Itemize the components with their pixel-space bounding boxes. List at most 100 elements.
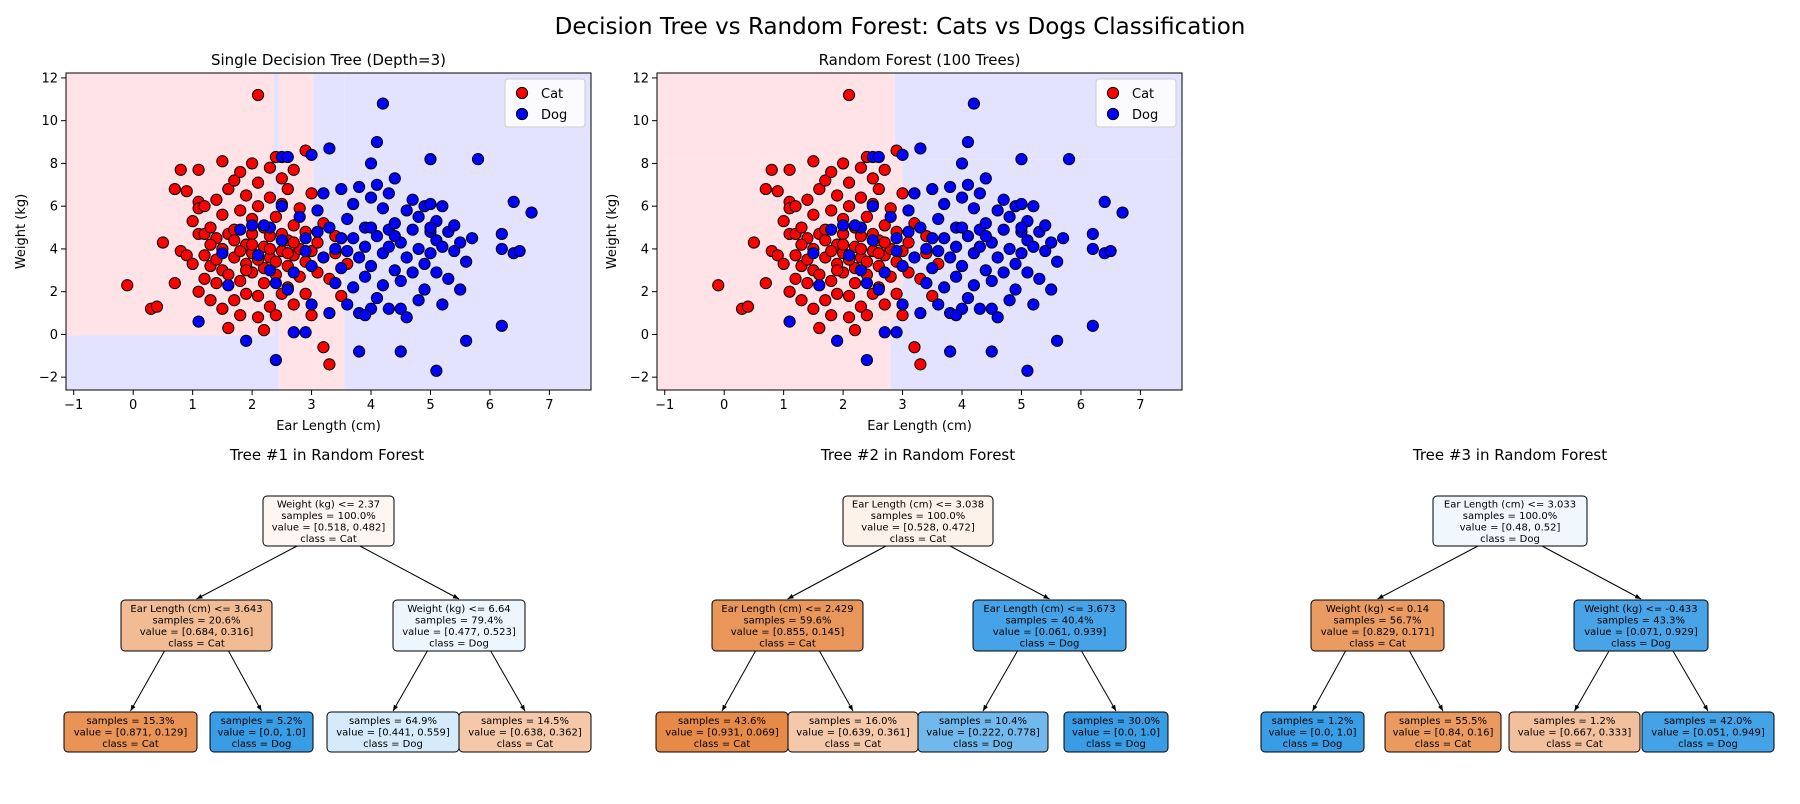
data-point-cat (872, 182, 885, 196)
data-point-dog (382, 240, 395, 253)
x-axis-label: Ear Length (cm) (867, 419, 972, 434)
tree-1: Tree #1 in Random Forest Weight (kg) <= 2… (63, 446, 592, 753)
data-point-dog (347, 197, 360, 211)
data-point-dog (783, 315, 796, 328)
tree-edge (1541, 545, 1642, 600)
data-point-cat (234, 165, 247, 179)
data-point-dog (872, 283, 885, 296)
legend-marker-dog (515, 107, 529, 121)
data-point-dog (376, 97, 390, 110)
data-point-cat (819, 294, 832, 307)
data-point-dog (860, 277, 873, 290)
data-point-dog (376, 279, 390, 292)
data-point-cat (765, 163, 778, 176)
axes-frame (656, 72, 1183, 391)
data-point-dog (287, 326, 300, 339)
data-point-dog (884, 210, 897, 223)
data-point-dog (341, 212, 354, 226)
node-box (1432, 495, 1588, 547)
tree-title: Tree #2 in Random Forest (820, 446, 1015, 464)
data-point-dog (406, 193, 419, 206)
data-point-cat (222, 268, 235, 281)
data-point-cat (789, 272, 802, 285)
data-point-dog (890, 232, 903, 245)
data-point-dog (442, 272, 455, 285)
data-point-dog (216, 247, 229, 260)
data-point-dog (932, 212, 945, 226)
data-point-dog (234, 223, 247, 236)
data-point-cat (216, 302, 229, 315)
data-point-cat (192, 163, 205, 176)
data-point-dog (1039, 219, 1052, 232)
data-point-dog (831, 334, 844, 347)
tree-leaf-node: samples = 14.5%value = [0.638, 0.362]cla… (458, 711, 592, 753)
data-point-dog (412, 210, 425, 223)
data-point-cat (204, 221, 217, 234)
data-point-dog (353, 180, 366, 194)
data-point-dog (347, 232, 360, 245)
node-text: value = [0.0, 1.0] (1072, 728, 1160, 739)
data-point-dog (305, 148, 318, 161)
data-point-cat (281, 247, 294, 260)
data-point-dog (341, 298, 354, 311)
data-point-cat (251, 88, 265, 102)
data-point-cat (305, 187, 318, 200)
node-text: Ear Length (cm) <= 3.643 (130, 604, 262, 615)
node-text: samples = 1.2% (1534, 716, 1616, 727)
node-text: Ear Length (cm) <= 3.033 (1444, 499, 1576, 510)
data-point-cat (234, 309, 247, 322)
data-point-cat (825, 309, 838, 322)
data-point-dog (245, 219, 259, 232)
data-point-cat (842, 200, 856, 213)
node-text: Weight (kg) <= 2.37 (277, 499, 380, 510)
tree-edge (1081, 650, 1117, 712)
data-point-dog (1015, 153, 1028, 166)
node-box (209, 711, 314, 753)
data-point-cat (878, 219, 891, 232)
data-point-cat (854, 161, 868, 174)
data-point-cat (251, 200, 265, 213)
node-text: samples = 55.5% (1399, 716, 1487, 727)
data-point-dog (507, 195, 520, 208)
data-point-cat (240, 287, 253, 300)
data-point-cat (831, 287, 844, 300)
data-point-cat (257, 277, 271, 290)
data-point-dog (364, 157, 378, 170)
data-point-cat (789, 200, 802, 213)
tree-title: Tree #3 in Random Forest (1412, 446, 1607, 464)
node-text: samples = 30.0% (1072, 716, 1160, 727)
data-point-cat (795, 238, 808, 251)
node-text: class = Cat (1349, 638, 1406, 649)
data-point-cat (305, 309, 318, 322)
data-point-dog (949, 309, 963, 322)
data-point-dog (382, 187, 395, 200)
data-point-cat (842, 289, 856, 303)
decision-region-cat (657, 73, 895, 160)
data-point-cat (860, 210, 873, 223)
tree-edge (1377, 545, 1479, 600)
data-point-dog (1039, 244, 1052, 258)
data-point-dog (1021, 266, 1034, 279)
data-point-cat (831, 189, 844, 202)
y-tick-label: 2 (50, 285, 58, 300)
y-tick-label: 12 (41, 71, 58, 86)
data-point-cat (222, 182, 235, 196)
legend-marker-cat (1106, 86, 1120, 100)
data-point-dog (902, 204, 915, 217)
data-point-cat (813, 268, 826, 281)
data-point-dog (890, 244, 903, 258)
data-point-cat (771, 249, 784, 262)
data-point-dog (454, 236, 467, 249)
data-point-dog (358, 240, 372, 253)
y-tick-label: 4 (50, 242, 58, 257)
data-point-dog (854, 264, 868, 277)
node-text: samples = 16.0% (809, 716, 897, 727)
tree-leaf-node: samples = 1.2%value = [0.667, 0.333]clas… (1508, 711, 1641, 753)
data-point-dog (1027, 240, 1040, 253)
figure-title: Decision Tree vs Random Forest: Cats vs … (555, 14, 1246, 40)
data-point-dog (388, 264, 401, 277)
data-point-cat (712, 279, 725, 292)
